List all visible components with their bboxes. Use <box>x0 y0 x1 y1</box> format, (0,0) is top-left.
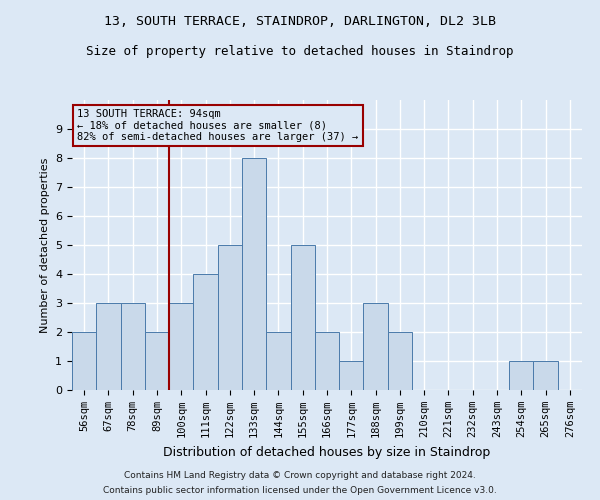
Bar <box>364 303 388 390</box>
Bar <box>193 274 218 390</box>
Y-axis label: Number of detached properties: Number of detached properties <box>40 158 50 332</box>
Bar <box>266 332 290 390</box>
Bar <box>509 361 533 390</box>
Text: Contains public sector information licensed under the Open Government Licence v3: Contains public sector information licen… <box>103 486 497 495</box>
Bar <box>169 303 193 390</box>
X-axis label: Distribution of detached houses by size in Staindrop: Distribution of detached houses by size … <box>163 446 491 458</box>
Bar <box>121 303 145 390</box>
Text: 13 SOUTH TERRACE: 94sqm
← 18% of detached houses are smaller (8)
82% of semi-det: 13 SOUTH TERRACE: 94sqm ← 18% of detache… <box>77 108 358 142</box>
Text: 13, SOUTH TERRACE, STAINDROP, DARLINGTON, DL2 3LB: 13, SOUTH TERRACE, STAINDROP, DARLINGTON… <box>104 15 496 28</box>
Bar <box>315 332 339 390</box>
Bar <box>339 361 364 390</box>
Bar <box>242 158 266 390</box>
Bar <box>290 245 315 390</box>
Bar <box>72 332 96 390</box>
Bar <box>388 332 412 390</box>
Bar <box>96 303 121 390</box>
Text: Contains HM Land Registry data © Crown copyright and database right 2024.: Contains HM Land Registry data © Crown c… <box>124 471 476 480</box>
Bar <box>533 361 558 390</box>
Text: Size of property relative to detached houses in Staindrop: Size of property relative to detached ho… <box>86 45 514 58</box>
Bar <box>145 332 169 390</box>
Bar <box>218 245 242 390</box>
